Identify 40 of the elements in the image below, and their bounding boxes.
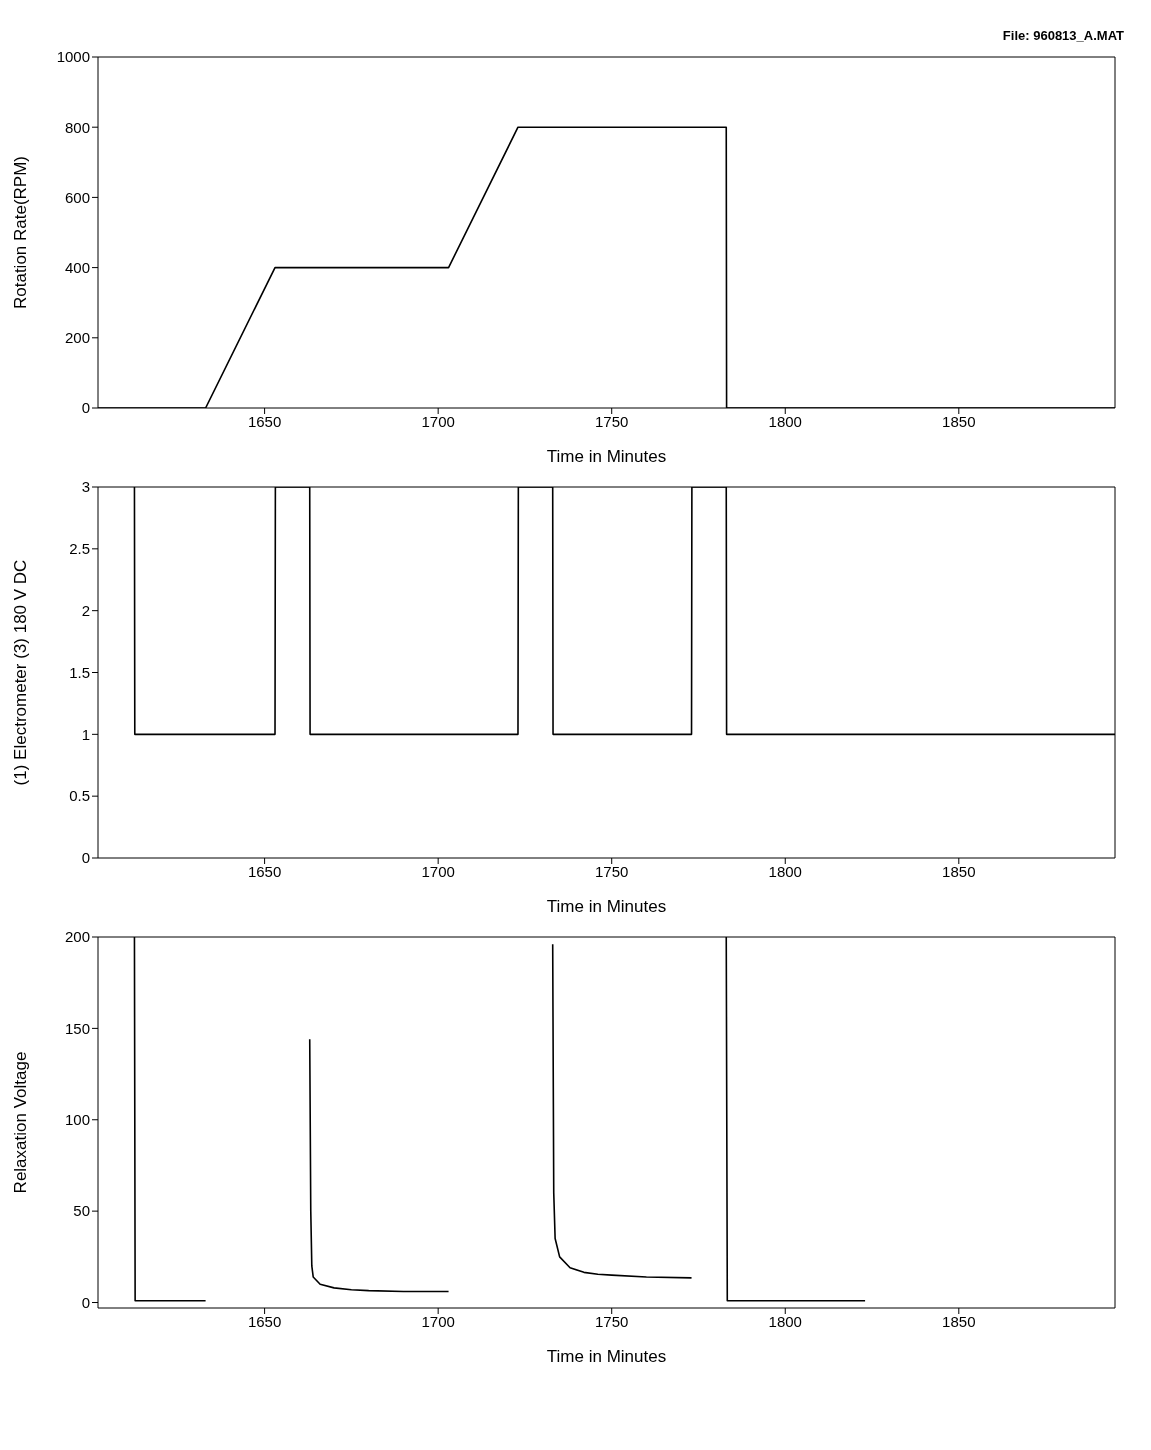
y-tick-label: 800 bbox=[64, 118, 90, 136]
y-tick-label: 50 bbox=[73, 1202, 90, 1220]
y-tick-label: 150 bbox=[64, 1019, 90, 1037]
y-tick-label: 1 bbox=[81, 725, 90, 743]
y-tick-label: 0.5 bbox=[69, 787, 90, 805]
x-tick-label: 1750 bbox=[595, 1312, 629, 1330]
x-tick-label: 1750 bbox=[595, 862, 629, 880]
x-tick-label: 1650 bbox=[247, 1312, 282, 1330]
x-tick-label: 1850 bbox=[942, 1312, 976, 1330]
y-tick-label: 200 bbox=[64, 928, 90, 946]
y-tick-label: 200 bbox=[64, 329, 90, 347]
y-axis-title: Relaxation Voltage bbox=[11, 1051, 31, 1194]
y-axis-title: Rotation Rate(RPM) bbox=[11, 155, 31, 310]
x-tick-label: 1700 bbox=[421, 1312, 455, 1330]
x-tick-label: 1800 bbox=[768, 412, 802, 430]
x-tick-label: 1800 bbox=[768, 1312, 802, 1330]
y-tick-label: 600 bbox=[64, 188, 90, 206]
x-axis-title: Time in Minutes bbox=[546, 1347, 667, 1366]
x-tick-label: 1800 bbox=[768, 862, 802, 880]
y-tick-label: 2 bbox=[81, 601, 90, 619]
y-tick-label: 0 bbox=[81, 849, 90, 867]
x-tick-label: 1650 bbox=[247, 412, 282, 430]
x-tick-label: 1850 bbox=[942, 862, 976, 880]
y-axis-title: (1) Electrometer (3) 180 V DC bbox=[11, 559, 31, 786]
y-tick-label: 0 bbox=[81, 399, 90, 417]
x-tick-label: 1700 bbox=[421, 862, 455, 880]
y-tick-label: 100 bbox=[64, 1111, 90, 1129]
x-tick-label: 1700 bbox=[421, 412, 455, 430]
y-tick-label: 2.5 bbox=[69, 540, 90, 558]
x-tick-label: 1650 bbox=[247, 862, 282, 880]
x-tick-label: 1750 bbox=[595, 412, 629, 430]
y-tick-label: 400 bbox=[64, 258, 90, 276]
y-tick-label: 3 bbox=[81, 478, 90, 496]
x-axis-title: Time in Minutes bbox=[546, 897, 667, 916]
text: File: 960813_A.MAT bbox=[1001, 28, 1125, 45]
y-tick-label: 1.5 bbox=[69, 663, 90, 681]
y-tick-label: 1000 bbox=[56, 48, 90, 66]
x-tick-label: 1850 bbox=[942, 412, 976, 430]
y-tick-label: 0 bbox=[81, 1293, 90, 1311]
x-axis-title: Time in Minutes bbox=[546, 447, 667, 466]
